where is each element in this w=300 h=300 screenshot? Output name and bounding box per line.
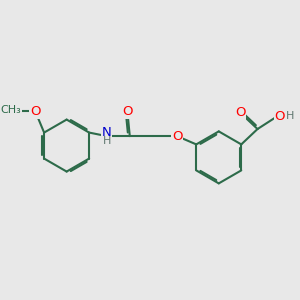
Text: N: N <box>102 126 112 139</box>
Text: O: O <box>235 106 245 119</box>
Text: H: H <box>286 111 294 121</box>
Text: O: O <box>275 110 285 122</box>
Text: O: O <box>30 105 40 118</box>
Text: H: H <box>103 136 111 146</box>
Text: O: O <box>122 105 133 119</box>
Text: CH₃: CH₃ <box>1 105 21 115</box>
Text: O: O <box>172 130 182 142</box>
